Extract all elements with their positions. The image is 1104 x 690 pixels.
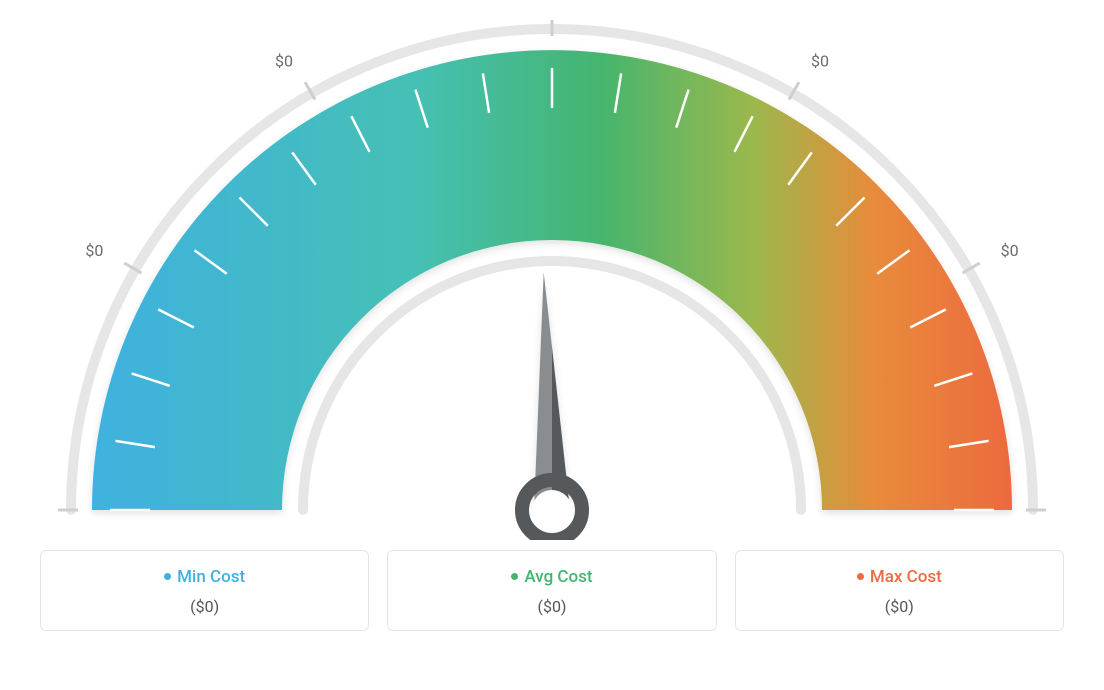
legend-label-max: Max Cost bbox=[857, 567, 942, 587]
legend-label-text: Max Cost bbox=[870, 567, 942, 587]
legend-value-max: ($0) bbox=[746, 597, 1053, 616]
svg-text:$0: $0 bbox=[811, 51, 829, 70]
gauge: $0$0$0$0$0$0$0 bbox=[40, 20, 1064, 540]
legend-label-min: Min Cost bbox=[164, 567, 245, 587]
svg-text:$0: $0 bbox=[275, 51, 293, 70]
legend-value-avg: ($0) bbox=[398, 597, 705, 616]
legend-label-avg: Avg Cost bbox=[511, 567, 592, 587]
legend-card-min: Min Cost ($0) bbox=[40, 550, 369, 631]
dot-icon bbox=[511, 573, 518, 580]
svg-text:$0: $0 bbox=[1001, 241, 1019, 260]
legend: Min Cost ($0) Avg Cost ($0) Max Cost ($0… bbox=[40, 550, 1064, 631]
legend-label-text: Min Cost bbox=[177, 567, 245, 587]
cost-gauge-chart: $0$0$0$0$0$0$0 Min Cost ($0) Avg Cost ($… bbox=[0, 0, 1104, 690]
legend-label-text: Avg Cost bbox=[524, 567, 592, 587]
legend-card-avg: Avg Cost ($0) bbox=[387, 550, 716, 631]
dot-icon bbox=[857, 573, 864, 580]
dot-icon bbox=[164, 573, 171, 580]
legend-value-min: ($0) bbox=[51, 597, 358, 616]
legend-card-max: Max Cost ($0) bbox=[735, 550, 1064, 631]
svg-text:$0: $0 bbox=[85, 241, 103, 260]
